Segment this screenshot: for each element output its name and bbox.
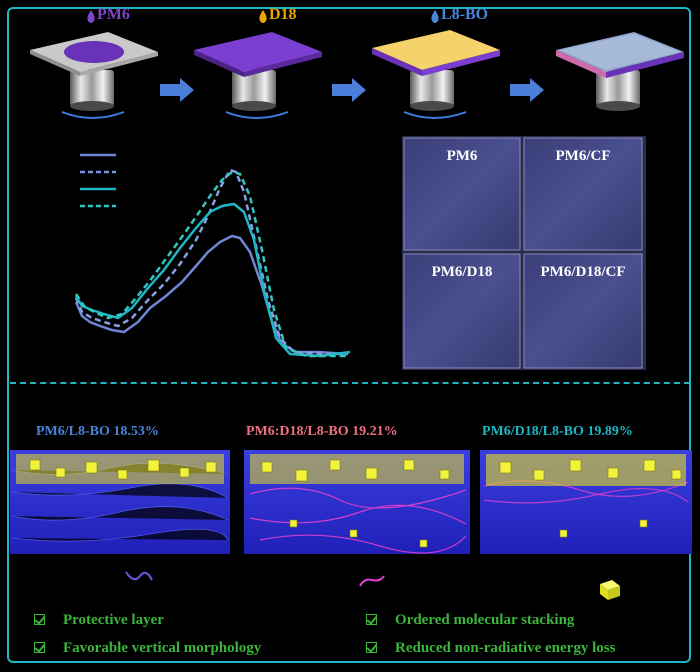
- acceptor-cube-icon: [600, 580, 620, 600]
- process-arrow-3: [510, 78, 544, 102]
- film-label-2: PM6/CF: [555, 148, 611, 164]
- film-label-3: PM6/D18: [431, 264, 493, 280]
- legend-line-samples: [80, 153, 116, 208]
- feature-row-2: Favorable vertical morphology: [34, 640, 261, 657]
- l8bo-chain-glyph: [125, 571, 153, 581]
- droplet-icon-d18: [259, 10, 267, 23]
- panel-title-2: PM6:D18/L8-BO 19.21%: [246, 424, 398, 439]
- film-tile-2: [523, 137, 643, 251]
- checkbox-icon: [34, 642, 45, 653]
- section-divider: [10, 382, 690, 384]
- checkbox-icon: [366, 642, 377, 653]
- d18-chain-glyph: [359, 575, 385, 587]
- morphology-slab-1: [10, 450, 230, 554]
- step-label-d18: D18: [269, 6, 297, 23]
- feature-text-2: Favorable vertical morphology: [63, 640, 262, 656]
- feature-row-3: Ordered molecular stacking: [366, 612, 574, 629]
- feature-text-3: Ordered molecular stacking: [395, 612, 575, 628]
- film-label-4: PM6/D18/CF: [540, 264, 626, 280]
- feature-text-1: Protective layer: [63, 612, 164, 628]
- panel-title-3: PM6/D18/L8-BO 19.89%: [482, 424, 633, 439]
- morphology-slab-2: [244, 450, 470, 554]
- checkbox-icon: [34, 614, 45, 625]
- film-tile-4: [523, 253, 643, 369]
- spin-coater-2: [194, 32, 322, 119]
- film-tile-3: [403, 253, 521, 369]
- film-tile-1: [403, 137, 521, 251]
- step-label-l8bo: L8-BO: [441, 6, 489, 23]
- absorption-curves: [74, 168, 351, 358]
- spin-coater-3: [372, 30, 500, 119]
- morphology-slab-3: [480, 450, 692, 554]
- feature-row-1: Protective layer: [34, 612, 164, 629]
- feature-text-4: Reduced non-radiative energy loss: [395, 640, 616, 656]
- yellow-cubes: [29, 459, 682, 548]
- spin-coater-1: [30, 32, 158, 119]
- process-arrow-2: [332, 78, 366, 102]
- spin-coater-4: [556, 32, 684, 111]
- step-label-pm6: PM6: [97, 6, 130, 23]
- outer-frame: [7, 7, 691, 663]
- panel-title-1: PM6/L8-BO 18.53%: [36, 424, 159, 439]
- process-arrow-1: [160, 78, 194, 102]
- droplet-icon-pm6: [87, 10, 95, 23]
- feature-row-4: Reduced non-radiative energy loss: [366, 640, 615, 657]
- film-label-1: PM6: [446, 148, 478, 164]
- checkbox-icon: [366, 614, 377, 625]
- droplet-icon-l8bo: [431, 10, 439, 23]
